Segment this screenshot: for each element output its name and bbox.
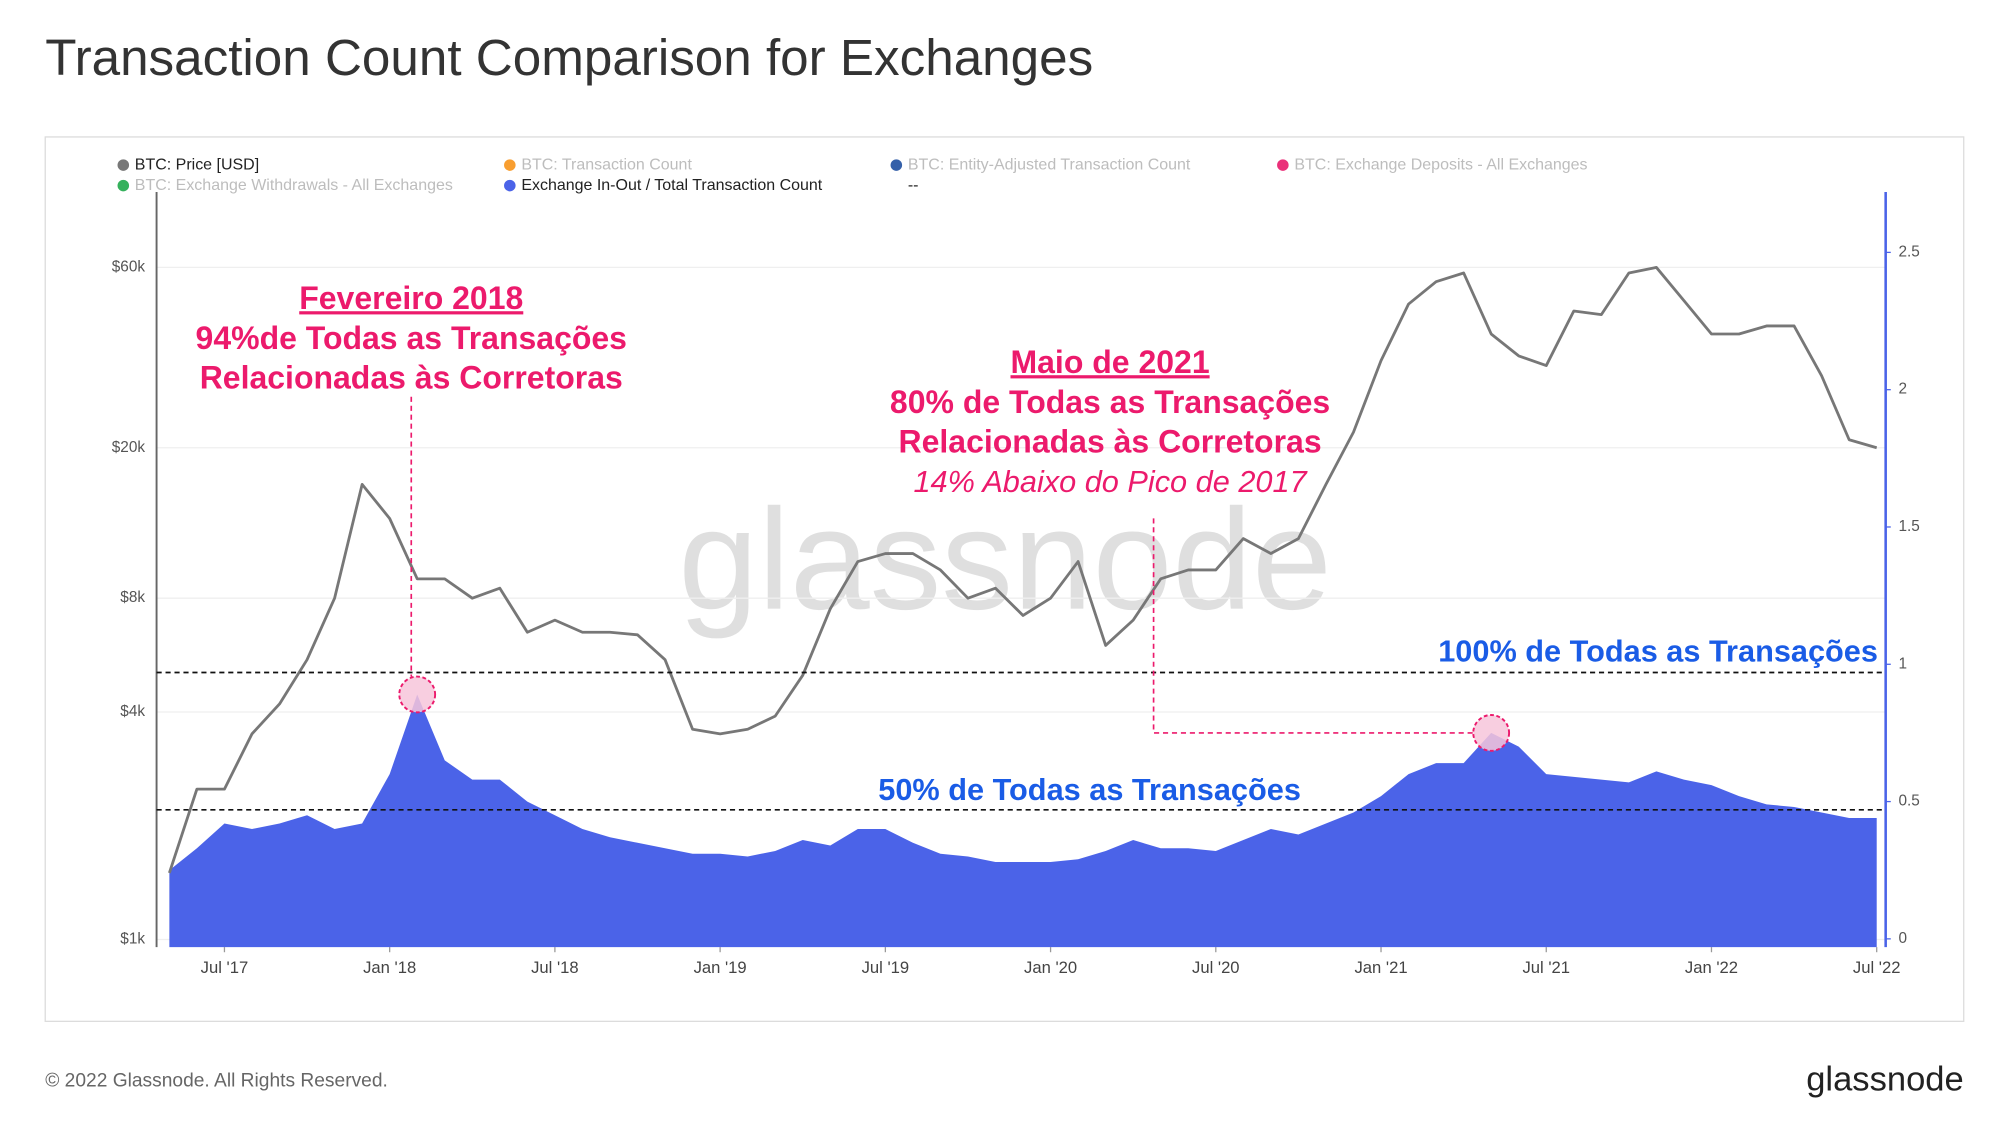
legend-label: BTC: Transaction Count <box>521 156 692 173</box>
x-tick-label: Jul '21 <box>1522 958 1570 977</box>
y2-tick-label: 1.5 <box>1898 518 1919 535</box>
legend-extra: -- <box>908 177 919 194</box>
legend-marker <box>1277 159 1289 171</box>
logo: glassnode <box>1806 1061 1964 1099</box>
annotation-text: Relacionadas às Corretoras <box>200 360 623 396</box>
peak-marker <box>1472 714 1511 752</box>
y-tick-label: $60k <box>112 258 146 275</box>
x-tick-label: Jul '17 <box>201 958 249 977</box>
x-tick-label: Jan '18 <box>363 958 416 977</box>
annotation-note: 14% Abaixo do Pico de 2017 <box>913 464 1308 499</box>
legend-label: BTC: Price [USD] <box>135 156 259 173</box>
y-tick-label: $8k <box>120 589 145 606</box>
y2-tick-label: 1 <box>1898 655 1907 672</box>
legend-label: BTC: Exchange Deposits - All Exchanges <box>1294 156 1587 173</box>
x-tick-label: Jan '20 <box>1024 958 1077 977</box>
annotation-title: Fevereiro 2018 <box>299 280 523 316</box>
x-tick-label: Jul '20 <box>1192 958 1240 977</box>
annotation-text: 94%de Todas as Transações <box>196 320 627 356</box>
chart-frame <box>44 136 1965 1022</box>
x-tick-label: Jul '19 <box>862 958 910 977</box>
area <box>169 694 1877 948</box>
annotation-text: 80% de Todas as Transações <box>890 384 1330 420</box>
annotation-text: Relacionadas às Corretoras <box>899 424 1322 460</box>
legend-label: BTC: Exchange Withdrawals - All Exchange… <box>135 177 453 194</box>
y2-tick-label: 0 <box>1898 930 1907 947</box>
legend-marker <box>890 159 903 171</box>
y2-tick-label: 0.5 <box>1898 793 1919 810</box>
peak-marker <box>398 675 437 714</box>
y2-tick-label: 2 <box>1898 381 1907 398</box>
x-tick-label: Jan '21 <box>1354 958 1407 977</box>
legend-marker <box>504 159 516 171</box>
footer: © 2022 Glassnode. All Rights Reserved. <box>45 1071 388 1092</box>
legend-marker <box>117 179 130 192</box>
y-tick-label: $4k <box>120 703 145 720</box>
x-tick-label: Jan '19 <box>694 958 747 977</box>
reference-label: 50% de Todas as Transações <box>878 772 1301 807</box>
legend-marker <box>504 179 516 192</box>
y-tick-label: $20k <box>112 439 146 456</box>
y-tick-label: $1k <box>120 931 145 948</box>
x-tick-label: Jul '22 <box>1853 958 1901 977</box>
x-tick-label: Jan '22 <box>1685 958 1738 977</box>
annotation-title: Maio de 2021 <box>1011 344 1210 380</box>
watermark: glassnode <box>678 480 1331 640</box>
reference-label: 100% de Todas as Transações <box>1438 633 1878 668</box>
x-tick-label: Jul '18 <box>531 958 579 977</box>
legend-label: Exchange In-Out / Total Transaction Coun… <box>521 177 822 194</box>
chart-title: Transaction Count Comparison for Exchang… <box>45 29 1093 86</box>
price-line <box>168 266 1878 874</box>
y2-tick-label: 2.5 <box>1898 243 1919 260</box>
legend-label: BTC: Entity-Adjusted Transaction Count <box>908 156 1191 173</box>
legend-marker <box>117 159 130 171</box>
